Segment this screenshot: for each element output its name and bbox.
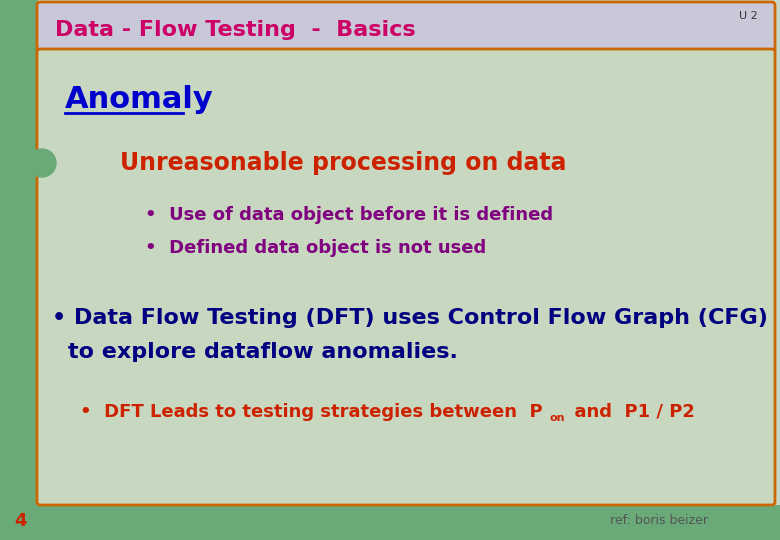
Bar <box>0 0 38 540</box>
Text: on: on <box>549 413 565 423</box>
Text: •  Use of data object before it is defined: • Use of data object before it is define… <box>145 206 553 224</box>
Text: ref: boris beizer: ref: boris beizer <box>610 515 708 528</box>
Circle shape <box>28 149 56 177</box>
Text: Data - Flow Testing  -  Basics: Data - Flow Testing - Basics <box>55 20 416 40</box>
Text: •  Defined data object is not used: • Defined data object is not used <box>145 239 486 257</box>
Text: • Data Flow Testing (DFT) uses Control Flow Graph (CFG): • Data Flow Testing (DFT) uses Control F… <box>52 308 768 328</box>
Bar <box>0 505 780 540</box>
Text: U 2: U 2 <box>739 11 758 21</box>
Text: Unreasonable processing on data: Unreasonable processing on data <box>120 151 566 175</box>
Text: and  P1 / P2: and P1 / P2 <box>562 403 695 421</box>
FancyBboxPatch shape <box>37 2 775 53</box>
Text: 4: 4 <box>14 512 27 530</box>
Text: •  DFT Leads to testing strategies between  P: • DFT Leads to testing strategies betwee… <box>80 403 543 421</box>
FancyBboxPatch shape <box>37 49 775 505</box>
Text: Anomaly: Anomaly <box>65 85 214 114</box>
Text: to explore dataflow anomalies.: to explore dataflow anomalies. <box>68 342 458 362</box>
